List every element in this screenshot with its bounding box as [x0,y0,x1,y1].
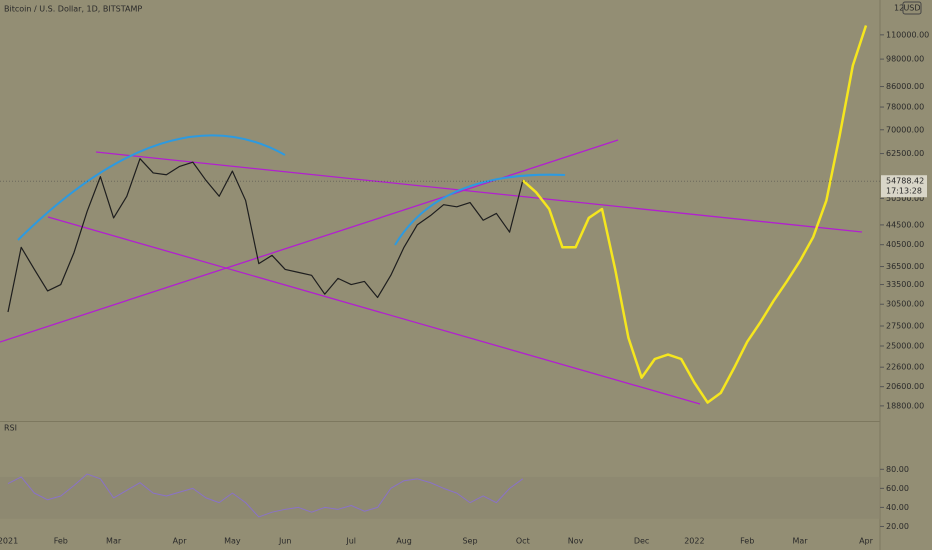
y-tick-label: 25000.00 [886,342,924,351]
x-tick-label: Dec [634,537,649,546]
x-tick-label: Oct [516,537,530,546]
currency: USD [903,4,920,13]
annotations [0,134,863,405]
x-tick-label: May [224,537,241,546]
y-tick-label: 40.00 [886,503,909,512]
x-tick-label: Feb [54,537,68,546]
y-tick-label: 20.00 [886,522,909,531]
x-tick-label: Mar [106,537,122,546]
x-tick-label: Apr [859,537,874,546]
y-tick-label: 44500.00 [886,220,924,229]
y-tick-label: 27500.00 [886,321,924,330]
y-tick-label: 98000.00 [886,55,924,64]
y-tick-label: 33500.00 [886,280,924,289]
x-tick-label: Jul [345,537,356,546]
chart-title: Bitcoin / U.S. Dollar, 1D, BITSTAMP [4,5,142,14]
y-tick-label: 80.00 [886,465,909,474]
y-tick-label: 78000.00 [886,103,924,112]
y-tick-label: 30500.00 [886,300,924,309]
y-tick-label: 110000.00 [886,30,929,39]
x-tick-label: Feb [740,537,754,546]
badge-count: 12 [894,4,904,13]
last-price-box [881,175,927,198]
y-tick-label: 18800.00 [886,401,924,410]
x-tick-label: Aug [396,537,412,546]
x-tick-label: Mar [792,537,808,546]
x-tick-label: 2021 [0,537,18,546]
y-tick-label: 70000.00 [886,125,924,134]
series-line [521,25,868,404]
series-line [7,158,524,313]
y-tick-label: 86000.00 [886,82,924,91]
countdown: 17:13:28 [886,187,922,196]
arc [17,134,286,241]
x-tick-label: Apr [173,537,188,546]
y-tick-label: 60.00 [886,484,909,493]
x-tick-label: Nov [568,537,584,546]
trend-line [47,216,701,405]
x-tick-label: Jun [278,537,292,546]
trend-line [0,139,619,343]
x-tick-label: Sep [462,537,477,546]
rsi-title: RSI [4,424,17,433]
rsi-band [0,476,880,519]
y-tick-label: 22600.00 [886,363,924,372]
y-tick-label: 62500.00 [886,149,924,158]
x-tick-label: 2022 [684,537,704,546]
y-tick-label: 50500.00 [886,194,924,203]
series-line [7,473,524,518]
last-price-label: 54788.42 [886,177,924,186]
arc [394,173,566,246]
y-tick-label: 20600.00 [886,382,924,391]
y-tick-label: 36500.00 [886,262,924,271]
trend-line [95,151,863,233]
pane-divider [0,421,880,422]
y-tick-label: 40500.00 [886,240,924,249]
currency-box [902,1,922,15]
